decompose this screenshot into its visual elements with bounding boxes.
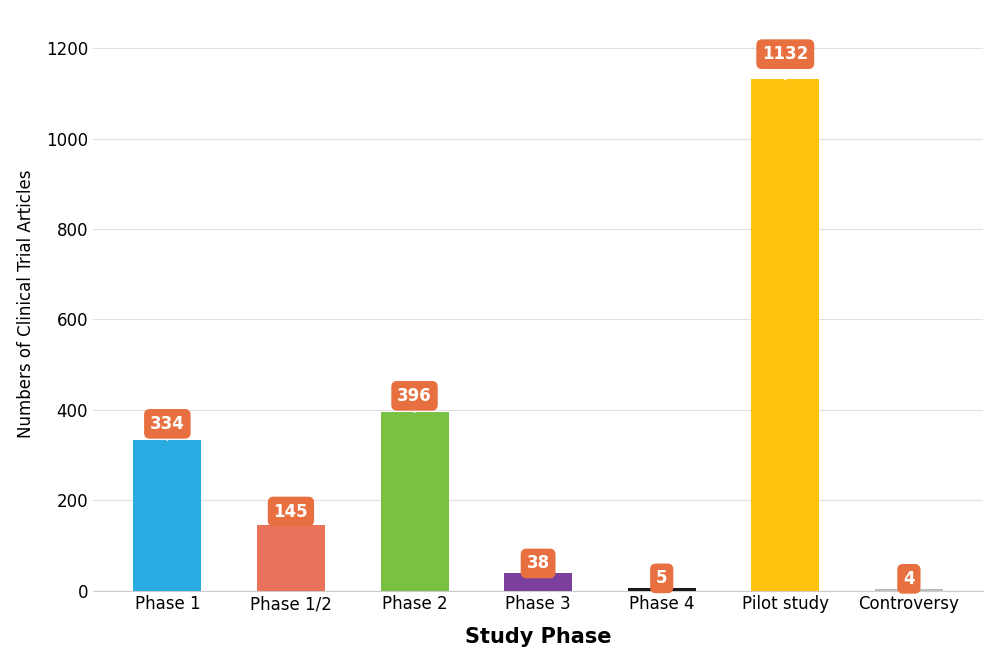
Text: 1132: 1132 [762, 45, 808, 79]
Text: 4: 4 [903, 570, 915, 589]
Text: 145: 145 [274, 503, 308, 525]
Bar [381, 412, 449, 590]
Y-axis label: Numbers of Clinical Trial Articles: Numbers of Clinical Trial Articles [17, 169, 35, 438]
Bar [751, 79, 819, 590]
Text: 334: 334 [150, 415, 185, 440]
Bar [257, 525, 325, 590]
Text: 38: 38 [527, 554, 550, 574]
Bar [504, 574, 572, 590]
Bar [875, 589, 943, 590]
Bar [133, 440, 201, 590]
Text: 396: 396 [397, 387, 432, 412]
Bar [628, 588, 696, 590]
X-axis label: Study Phase: Study Phase [465, 627, 611, 647]
Text: 5: 5 [656, 570, 667, 588]
